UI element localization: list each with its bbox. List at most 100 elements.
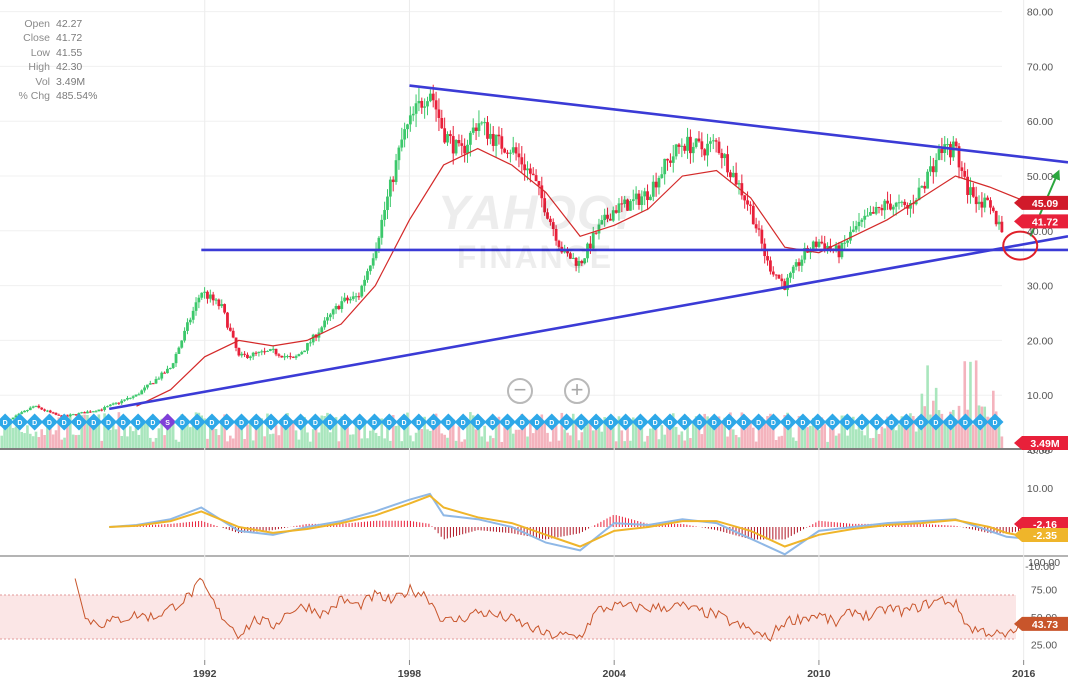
volume-bar — [720, 420, 724, 448]
volume-bar — [909, 413, 912, 448]
volume-bar — [897, 424, 901, 448]
dividend-marker-label: D — [712, 420, 717, 427]
candle-body — [929, 166, 932, 172]
zoom-in-button[interactable]: + — [564, 378, 590, 404]
y-tick-label: -10.00 — [1025, 561, 1055, 573]
volume-bar — [306, 432, 309, 448]
dividend-marker — [942, 413, 960, 431]
candle-body — [246, 354, 249, 359]
volume-bar — [274, 425, 278, 448]
volume-bar — [509, 419, 512, 448]
y-tick-label: 80.00 — [1027, 7, 1053, 19]
dividend-marker — [631, 413, 649, 431]
volume-bar — [906, 423, 909, 448]
candle-body — [834, 245, 838, 250]
volume-bar — [497, 416, 501, 448]
candle-body — [271, 348, 275, 350]
dividend-marker — [336, 413, 354, 431]
candle-body — [606, 214, 609, 219]
volume-bar — [323, 415, 326, 448]
candle-body — [183, 330, 186, 341]
candle-body — [106, 406, 109, 408]
candle-body — [909, 202, 912, 209]
volume-bar — [51, 434, 55, 448]
candle-body — [308, 342, 312, 344]
volume-bar — [757, 426, 761, 448]
volume-bar — [17, 424, 21, 448]
zoom-out-button[interactable]: − — [507, 378, 533, 404]
dividend-marker — [587, 413, 605, 431]
volume-bar — [831, 428, 835, 448]
volume-bar — [311, 429, 315, 448]
candle-body — [260, 351, 264, 353]
info-row-low: Low 41.55 — [6, 46, 97, 60]
volume-bar — [283, 426, 286, 448]
dividend-marker — [100, 413, 118, 431]
candle-body — [206, 291, 209, 299]
dividend-marker-label: D — [357, 420, 362, 427]
dividend-marker-label: D — [136, 420, 141, 427]
candle-body — [277, 354, 281, 356]
volume-bar — [40, 429, 44, 448]
info-row-pct-chg: % Chg 485.54% — [6, 89, 97, 103]
candle-body — [143, 387, 146, 391]
volume-bar — [120, 436, 124, 448]
volume-bar — [163, 435, 166, 448]
moving-average-line — [136, 147, 1024, 407]
dividend-marker-label: D — [549, 420, 554, 427]
candle-body — [20, 412, 24, 414]
volume-bar — [546, 432, 549, 448]
candle-body — [197, 297, 201, 303]
candle-body — [594, 232, 598, 234]
candle-body — [486, 122, 489, 139]
candle-body — [631, 199, 635, 202]
volume-tag — [1014, 436, 1068, 450]
candle-body — [940, 149, 944, 154]
volume-bar — [903, 417, 907, 448]
candle-body — [266, 350, 269, 352]
candle-body — [240, 353, 244, 356]
volume-bar — [726, 436, 729, 448]
volume-bar — [666, 423, 669, 448]
volume-bar — [860, 430, 864, 448]
candle-body — [849, 231, 852, 241]
volume-bar — [360, 438, 364, 448]
candle-body — [43, 409, 46, 411]
dividend-marker — [764, 413, 782, 431]
volume-bar — [26, 425, 29, 448]
volume-bar — [780, 435, 784, 448]
volume-bar — [657, 439, 661, 448]
candle-body — [917, 187, 921, 201]
dividend-marker — [425, 413, 443, 431]
volume-bar — [974, 360, 978, 448]
axes: 80.00 70.00 60.00 50.00 40.00 30.00 20.00 10.00… — [193, 7, 1060, 679]
candle-body — [428, 93, 432, 102]
candle-body — [557, 240, 561, 247]
candle-body — [343, 297, 347, 302]
candle-body — [989, 200, 992, 208]
candle-body — [889, 203, 892, 210]
volume-bar — [629, 440, 632, 448]
volume-bar — [257, 426, 261, 448]
ma-value-tag-label: 45.09 — [1032, 198, 1058, 210]
candle-body — [723, 154, 727, 159]
volume-bar — [463, 439, 466, 448]
volume-bar — [677, 434, 681, 448]
volume-bar — [363, 422, 366, 448]
volume-bar — [871, 437, 875, 448]
dividend-marker — [572, 413, 590, 431]
dividend-marker-label: D — [121, 420, 126, 427]
volume-bar — [34, 431, 38, 448]
dividend-marker-label: D — [313, 420, 318, 427]
candle-body — [869, 212, 872, 216]
volume-bar — [969, 361, 972, 448]
dividend-marker-label: D — [889, 420, 894, 427]
candle-body — [391, 179, 395, 183]
volume-bar — [237, 420, 241, 448]
candle-body — [611, 210, 615, 221]
candle-body — [417, 100, 421, 104]
candle-body — [231, 330, 235, 338]
volume-bar — [200, 415, 204, 448]
